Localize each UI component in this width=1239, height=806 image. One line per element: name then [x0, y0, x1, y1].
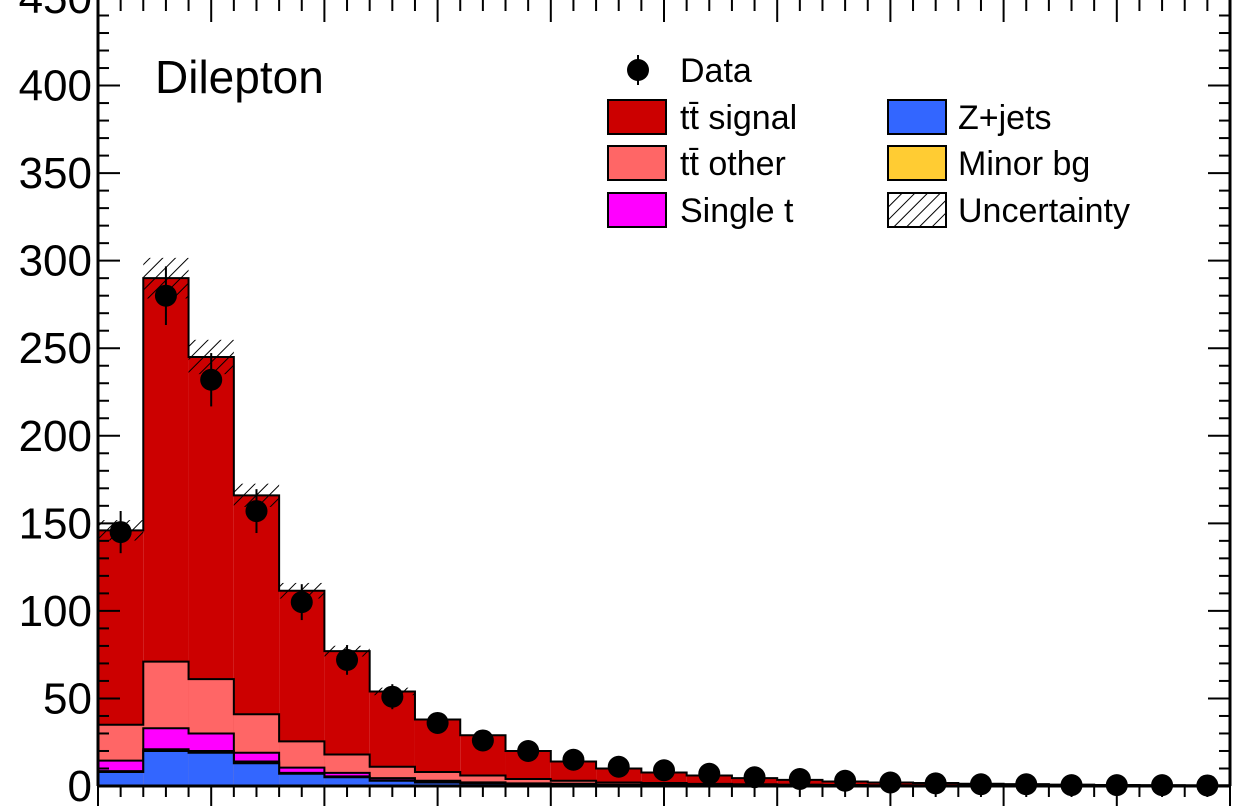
data-point-9	[517, 739, 540, 762]
y-tick-labels: 0 50 100 150 200 250 300 350 400 450	[19, 0, 92, 806]
data-point-13	[698, 762, 721, 785]
data-point-5	[336, 648, 359, 671]
legend-swatch	[887, 192, 947, 228]
y-tick-label: 150	[19, 499, 92, 548]
channel-label: Dilepton	[155, 51, 324, 103]
stacked-histogram	[97, 277, 1231, 787]
data-point-1	[154, 284, 177, 307]
y-tick-label: 250	[19, 324, 92, 373]
bar-z-jets-3	[233, 763, 280, 786]
y-tick-label: 300	[19, 237, 92, 286]
bar-z-jets-5	[324, 777, 370, 786]
legend-swatch	[607, 99, 667, 135]
data-point-12	[653, 759, 675, 782]
y-tick-label: 50	[43, 674, 92, 723]
bar-z-jets-1	[143, 750, 189, 786]
data-point-0	[109, 521, 132, 544]
data-point-15	[788, 767, 811, 790]
y-tick-label: 0	[68, 762, 92, 806]
bar-z-jets-2	[188, 752, 234, 786]
data-point-11	[607, 755, 630, 778]
bar-z-jets-4	[279, 773, 325, 786]
legend-item-tt-other: tt̄ other	[607, 145, 786, 183]
data-point-17	[879, 771, 902, 794]
y-tick-label: 400	[19, 62, 92, 111]
data-points	[109, 266, 1219, 797]
data-point-4	[290, 591, 313, 614]
legend-item-uncertainty: Uncertainty	[887, 192, 1130, 230]
legend-item-single-t: Single t	[607, 192, 794, 230]
data-point-10	[562, 748, 585, 771]
legend-label: tt̄ other	[680, 145, 786, 183]
legend-label: Single t	[680, 192, 794, 230]
data-point-20	[1015, 773, 1038, 796]
legend: Data tt̄ signal tt̄ other Single t Z+jets Min…	[607, 52, 1130, 230]
data-point-18	[924, 772, 947, 795]
legend-label: tt̄ signal	[680, 99, 797, 137]
bar-z-jets-0	[98, 771, 144, 786]
legend-swatch	[607, 145, 667, 181]
bar-tt-other-8	[460, 775, 506, 786]
legend-item-minor-bg: Minor bg	[887, 145, 1090, 183]
data-point-3	[245, 500, 268, 523]
legend-swatch	[887, 99, 947, 135]
legend-swatch	[607, 192, 667, 228]
legend-marker	[627, 59, 649, 81]
legend-item-tt-signal: tt̄ signal	[607, 99, 797, 137]
y-tick-label: 350	[19, 149, 92, 198]
data-point-7	[426, 711, 449, 734]
data-point-8	[471, 729, 494, 752]
legend-label: Uncertainty	[958, 192, 1130, 230]
bar-z-jets-7	[414, 782, 461, 786]
y-tick-label: 100	[19, 587, 92, 636]
legend-swatch	[887, 145, 947, 181]
legend-label: Z+jets	[958, 99, 1052, 137]
legend-label: Minor bg	[958, 145, 1090, 183]
data-point-2	[200, 368, 223, 391]
legend-label: Data	[680, 52, 752, 90]
axes	[96, 0, 1232, 806]
legend-item-z-jets: Z+jets	[887, 99, 1052, 137]
data-point-19	[969, 773, 992, 796]
y-tick-label: 450	[19, 0, 92, 23]
data-point-14	[743, 766, 766, 789]
legend-item-data: Data	[627, 52, 752, 90]
bar-z-jets-6	[369, 780, 415, 786]
series-tt-signal	[97, 277, 1231, 787]
data-point-6	[381, 685, 404, 708]
y-tick-label: 200	[19, 412, 92, 461]
